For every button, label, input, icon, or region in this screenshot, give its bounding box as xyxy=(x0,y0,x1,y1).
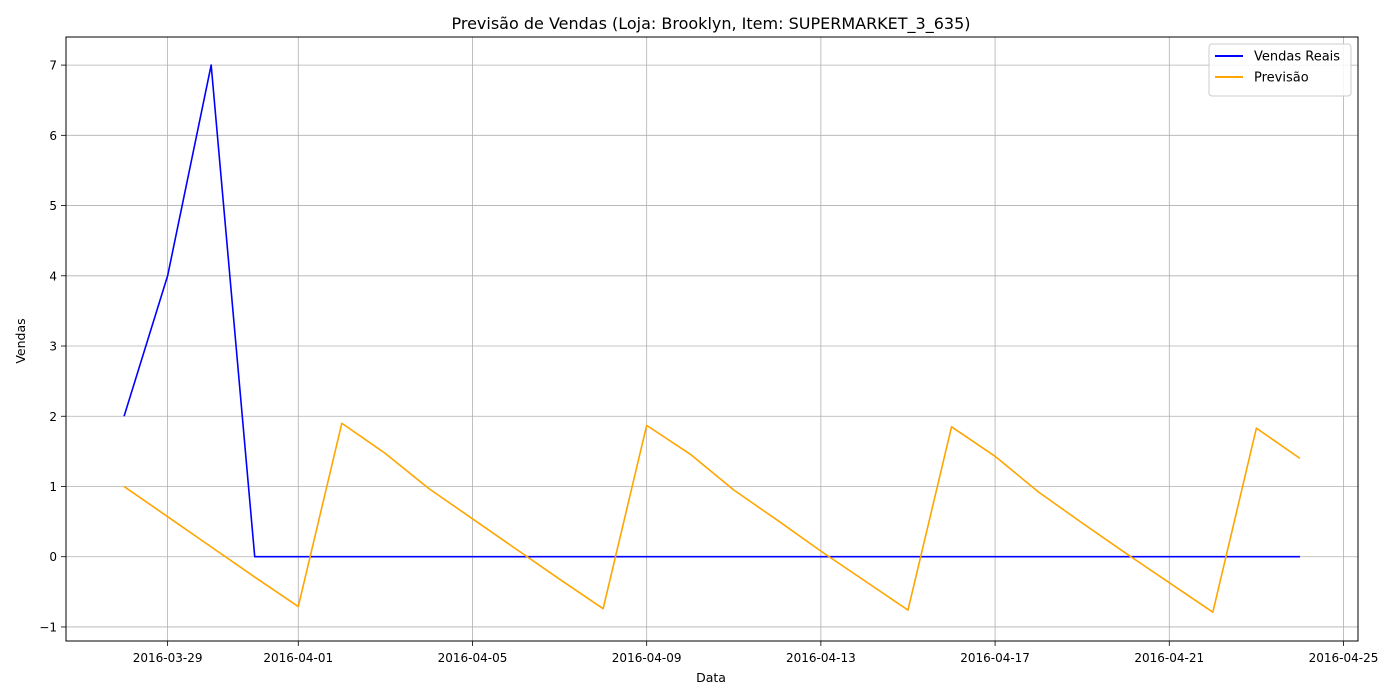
y-axis-label: Vendas xyxy=(13,318,28,363)
x-axis-label: Data xyxy=(696,670,726,685)
chart-title: Previsão de Vendas (Loja: Brooklyn, Item… xyxy=(451,14,970,34)
y-tick-label: 1 xyxy=(49,480,57,494)
plot-frame xyxy=(65,36,1359,642)
y-tick-label: 5 xyxy=(49,199,57,213)
x-tick-label: 2016-04-21 xyxy=(1134,651,1204,665)
x-tick-label: 2016-04-13 xyxy=(786,651,856,665)
y-tick-label: 0 xyxy=(49,550,57,564)
series-line-1 xyxy=(123,422,1301,614)
legend-box xyxy=(1208,43,1352,97)
y-tick-label: −1 xyxy=(39,620,57,634)
x-tick-label: 2016-04-17 xyxy=(960,651,1030,665)
legend-label: Vendas Reais xyxy=(1254,50,1340,65)
y-tick-label: 4 xyxy=(49,269,57,283)
x-tick-label: 2016-04-05 xyxy=(438,651,508,665)
x-tick-label: 2016-04-01 xyxy=(263,651,333,665)
x-tick-label: 2016-04-09 xyxy=(612,651,682,665)
legend: Vendas Reais Previsão xyxy=(1208,43,1352,97)
y-tick-label: 2 xyxy=(49,410,57,424)
series-lines xyxy=(123,64,1301,614)
x-axis-ticks: 2016-03-29 2016-04-01 2016-04-05 2016-04-09… xyxy=(133,641,1379,665)
legend-label: Previsão xyxy=(1254,71,1309,86)
x-tick-label: 2016-03-29 xyxy=(133,651,203,665)
y-tick-label: 7 xyxy=(49,59,57,73)
x-tick-label: 2016-04-25 xyxy=(1309,651,1379,665)
y-axis-ticks: −1 0 1 2 3 4 5 6 7 xyxy=(39,59,66,634)
y-tick-label: 6 xyxy=(49,129,57,143)
series-line-0 xyxy=(123,64,1300,558)
y-tick-label: 3 xyxy=(49,340,57,354)
